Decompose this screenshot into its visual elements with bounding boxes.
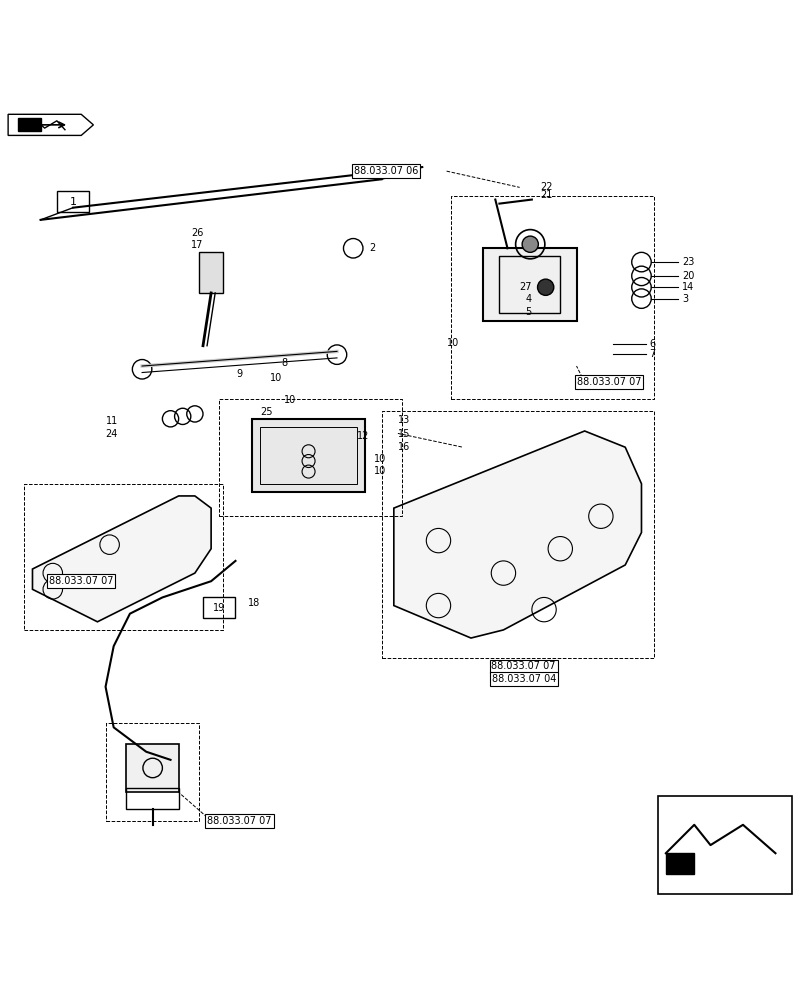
Text: 88.033.07 07: 88.033.07 07: [576, 377, 641, 387]
Text: 88.033.07 06: 88.033.07 06: [353, 166, 418, 176]
Bar: [251, 419, 365, 492]
Polygon shape: [8, 114, 93, 135]
Text: 10: 10: [284, 395, 296, 405]
Circle shape: [521, 236, 538, 252]
Text: 88.033.07 07: 88.033.07 07: [49, 576, 114, 586]
Text: 3: 3: [681, 294, 688, 304]
Bar: [126, 788, 178, 809]
Text: 10: 10: [446, 338, 458, 348]
Bar: [657, 796, 791, 894]
Text: 25: 25: [260, 407, 272, 417]
Text: 18: 18: [247, 598, 260, 608]
Text: 26: 26: [191, 228, 203, 238]
Text: 7: 7: [649, 349, 655, 359]
Bar: [126, 744, 178, 792]
Bar: [499, 256, 560, 313]
Text: 4: 4: [525, 294, 531, 304]
Text: 1: 1: [70, 197, 76, 207]
Text: 6: 6: [649, 339, 655, 349]
Text: 8: 8: [281, 358, 287, 368]
Text: 27: 27: [519, 282, 531, 292]
Text: 13: 13: [397, 415, 410, 425]
Text: 20: 20: [681, 271, 693, 281]
Polygon shape: [665, 853, 693, 874]
Polygon shape: [32, 496, 211, 622]
Bar: [260, 427, 357, 484]
Text: 17: 17: [191, 240, 203, 250]
Text: 11: 11: [105, 416, 118, 426]
Bar: [483, 248, 576, 321]
Text: 22: 22: [539, 182, 551, 192]
Text: 10: 10: [269, 373, 282, 383]
Text: 9: 9: [236, 369, 242, 379]
Text: 5: 5: [525, 307, 531, 317]
Text: 2: 2: [369, 243, 375, 253]
Text: 16: 16: [397, 442, 410, 452]
Text: 15: 15: [397, 429, 410, 439]
Text: 10: 10: [373, 454, 385, 464]
Bar: [199, 252, 223, 293]
Text: 21: 21: [539, 190, 551, 200]
Text: 12: 12: [357, 431, 369, 441]
Text: 23: 23: [681, 257, 693, 267]
Text: 14: 14: [681, 282, 693, 292]
Text: 88.033.07 04: 88.033.07 04: [491, 674, 556, 684]
Circle shape: [537, 279, 553, 295]
Bar: [203, 597, 235, 618]
Text: 88.033.07 07: 88.033.07 07: [491, 661, 556, 671]
Bar: [57, 191, 89, 212]
Text: 10: 10: [373, 466, 385, 476]
Text: 88.033.07 07: 88.033.07 07: [207, 816, 272, 826]
Text: 24: 24: [105, 429, 118, 439]
Text: 19: 19: [212, 603, 225, 613]
Polygon shape: [18, 118, 41, 131]
Polygon shape: [393, 431, 641, 638]
